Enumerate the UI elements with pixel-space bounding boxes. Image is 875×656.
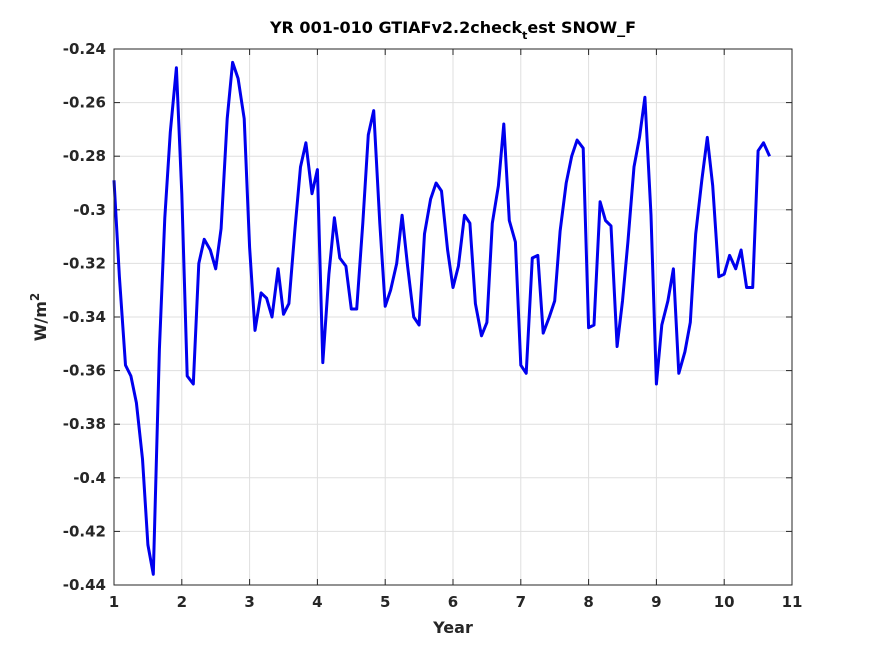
x-tick-label: 4 bbox=[312, 593, 322, 611]
plot-frame bbox=[113, 48, 793, 586]
y-tick-label: -0.38 bbox=[63, 415, 106, 433]
x-tick-label: 10 bbox=[714, 593, 735, 611]
x-tick-label: 2 bbox=[177, 593, 187, 611]
y-tick-label: -0.34 bbox=[63, 308, 106, 326]
x-tick-label: 5 bbox=[380, 593, 390, 611]
y-tick-labels: -0.44 -0.42 -0.4 -0.38 -0.36 -0.34 -0.32 -0.3 -0… bbox=[63, 40, 106, 594]
x-tick-label: 11 bbox=[782, 593, 803, 611]
x-axis-label: Year bbox=[432, 618, 473, 637]
y-tick-label: -0.26 bbox=[63, 94, 106, 112]
y-tick-label: -0.36 bbox=[63, 362, 106, 380]
y-axis-label-superscript: 2 bbox=[28, 293, 42, 301]
series-line bbox=[112, 60, 771, 576]
x-tick-label: 1 bbox=[109, 593, 119, 611]
y-tick-label: -0.32 bbox=[63, 254, 106, 272]
y-tick-label: -0.4 bbox=[73, 469, 106, 487]
series-group bbox=[112, 60, 771, 576]
y-tick-label: -0.44 bbox=[63, 576, 106, 594]
y-tick-label: -0.28 bbox=[63, 147, 106, 165]
x-tick-label: 3 bbox=[244, 593, 254, 611]
y-tick-label: -0.24 bbox=[63, 40, 106, 58]
y-tick-label: -0.3 bbox=[73, 201, 106, 219]
x-tick-label: 9 bbox=[651, 593, 661, 611]
x-tick-label: 6 bbox=[448, 593, 458, 611]
x-tick-label: 8 bbox=[583, 593, 593, 611]
y-tick-label: -0.42 bbox=[63, 522, 106, 540]
x-tick-labels: 1 2 3 4 5 6 7 8 9 10 11 bbox=[109, 593, 803, 611]
x-tick-label: 7 bbox=[516, 593, 526, 611]
chart-title: YR 001-010 GTIAFv2.2checktest SNOW_F bbox=[269, 18, 636, 42]
chart-title-subscript: t bbox=[522, 29, 527, 42]
y-axis-label: W/m2 bbox=[28, 293, 50, 342]
